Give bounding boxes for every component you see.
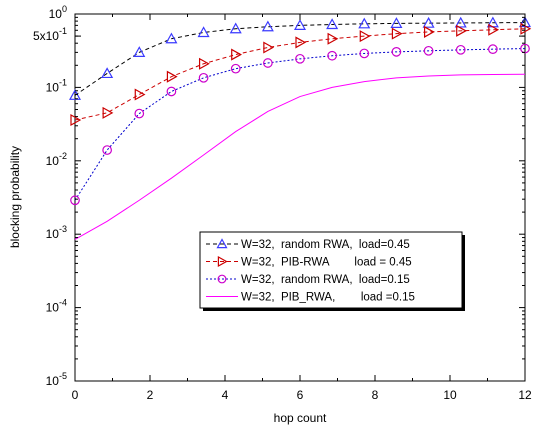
series-2-point <box>166 70 178 83</box>
legend-shadow-bottom <box>203 308 465 311</box>
series-2-point <box>488 23 500 36</box>
legend-label-1: W=32, random RWA, load=0.45 <box>241 239 410 251</box>
series-3-point <box>166 86 177 97</box>
legend-marker-2 <box>217 255 228 268</box>
legend-shadow-right <box>462 235 465 311</box>
y-tick-label: 10-4 <box>46 298 67 315</box>
ticks-layer: 0 2 4 6 8 10 12 10-5 10-4 10-3 10-2 10-1 5x10-1 100 <box>33 4 532 402</box>
series-1-point <box>358 17 371 29</box>
x-tick-label: 6 <box>297 388 304 402</box>
series-2-point <box>198 57 210 70</box>
series-1-point <box>454 16 467 28</box>
series-3-point <box>488 44 498 54</box>
series-3-point <box>70 195 80 206</box>
series-1-point <box>390 17 403 28</box>
y-tick-label: 100 <box>49 4 67 21</box>
x-tick-label: 2 <box>147 388 154 402</box>
y-tick-label: 10-3 <box>46 224 67 241</box>
x-axis-title: hop count <box>274 411 327 425</box>
y-axis-title: blocking probability <box>8 146 22 248</box>
series-2-point <box>102 106 114 119</box>
x-tick-label: 12 <box>518 388 532 402</box>
series-1-point <box>422 16 435 28</box>
legend-marker-1 <box>216 238 228 249</box>
y-tick-label: 5x10-1 <box>33 26 67 43</box>
series-1-point <box>261 20 274 32</box>
series-3-point <box>327 50 337 61</box>
x-tick-label: 10 <box>443 388 457 402</box>
series-2-point <box>423 25 435 38</box>
x-tick-label: 0 <box>72 388 79 402</box>
series-2-point <box>520 22 532 35</box>
series-2-point <box>134 88 146 101</box>
series-3-point <box>359 48 370 59</box>
series-line-4 <box>74 73 526 240</box>
y-tick-label: 10-5 <box>46 371 67 388</box>
legend: W=32, random RWA, load=0.45 W=32, PIB-RWA… <box>199 231 465 311</box>
series-line-3 <box>74 48 526 201</box>
legend-frame <box>199 231 463 309</box>
series-1-point <box>133 46 146 57</box>
legend-marker-3 <box>217 274 227 284</box>
y-tick-label: 10-1 <box>46 77 67 94</box>
series-2-point <box>391 27 403 40</box>
series-1-point <box>293 19 307 30</box>
series-3-point <box>263 58 273 68</box>
series-1-point <box>326 18 339 30</box>
series-1-point <box>197 26 210 38</box>
legend-label-3: W=32, random RWA, load=0.15 <box>241 274 410 286</box>
series-2-point <box>327 32 339 45</box>
series-2-point <box>295 36 307 49</box>
series-2-point <box>456 24 467 37</box>
series-3-point <box>230 63 241 74</box>
series-3-point <box>295 53 305 64</box>
series-2-point <box>359 30 371 43</box>
series-3-point <box>102 145 112 155</box>
legend-label-4: W=32, PIB_RWA, load =0.15 <box>241 292 415 304</box>
series-layer <box>68 16 532 240</box>
series-3-point <box>134 108 145 119</box>
series-3-point <box>198 72 209 83</box>
x-tick-label: 8 <box>372 388 379 402</box>
y-tick-label: 10-2 <box>46 151 67 168</box>
series-2-point <box>263 41 275 54</box>
series-2-point <box>70 113 82 126</box>
series-3-point <box>423 45 434 56</box>
series-1-point <box>229 22 242 34</box>
x-tick-label: 4 <box>222 388 229 402</box>
series-1-point <box>101 67 114 79</box>
series-1-point <box>165 32 178 44</box>
legend-label-2: W=32, PIB-RWA load = 0.45 <box>241 257 412 269</box>
series-line-2 <box>74 28 526 121</box>
series-3-point <box>391 47 402 57</box>
series-2-point <box>231 48 242 61</box>
series-3-point <box>455 44 466 55</box>
series-line-1 <box>74 22 526 96</box>
